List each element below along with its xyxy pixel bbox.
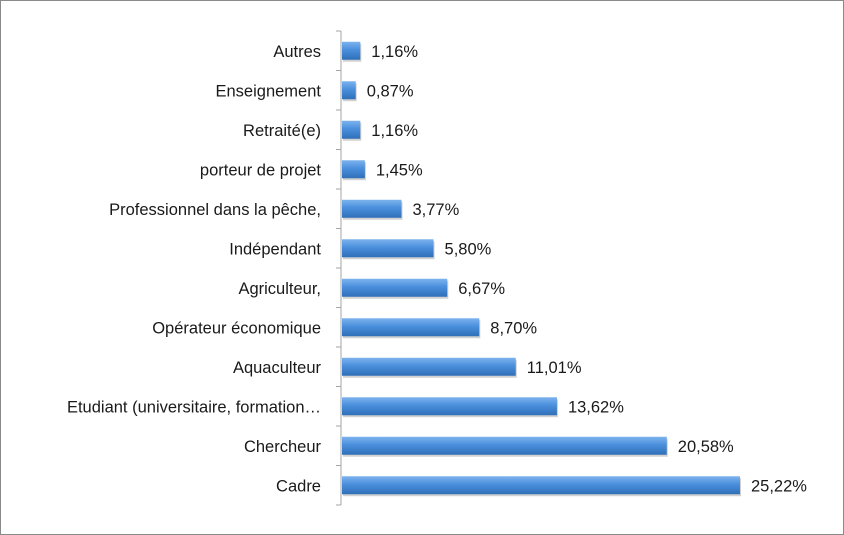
bar xyxy=(342,199,402,218)
category-label: porteur de projet xyxy=(200,161,321,179)
value-label: 25,22% xyxy=(751,477,807,495)
value-label: 5,80% xyxy=(445,240,492,258)
bar xyxy=(342,278,448,297)
value-label: 1,45% xyxy=(376,161,423,179)
category-label: Professionnel dans la pêche, xyxy=(109,201,321,219)
category-label: Etudiant (universitaire, formation… xyxy=(67,398,321,416)
value-label: 11,01% xyxy=(527,359,582,377)
category-label: Indépendant xyxy=(229,240,321,258)
bar xyxy=(342,160,365,179)
value-label: 8,70% xyxy=(490,319,537,337)
category-label: Aquaculteur xyxy=(233,359,322,377)
bar xyxy=(342,476,740,495)
bar xyxy=(342,318,480,337)
value-label: 1,16% xyxy=(371,122,418,140)
category-label: Enseignement xyxy=(216,82,322,100)
bar xyxy=(342,239,434,258)
bar xyxy=(342,397,557,416)
category-label: Chercheur xyxy=(244,438,322,456)
value-label: 20,58% xyxy=(678,438,734,456)
value-label: 1,16% xyxy=(371,43,418,61)
bar xyxy=(342,120,361,139)
category-label: Opérateur économique xyxy=(152,319,321,337)
value-label: 3,77% xyxy=(412,201,459,219)
value-label: 13,62% xyxy=(568,398,624,416)
category-label: Retraité(e) xyxy=(243,122,321,140)
bar xyxy=(342,41,361,60)
value-label: 6,67% xyxy=(458,280,505,298)
category-label: Autres xyxy=(273,43,321,61)
bar xyxy=(342,357,516,376)
category-label: Agriculteur, xyxy=(238,280,321,298)
value-label: 0,87% xyxy=(367,82,414,100)
bar xyxy=(342,436,667,455)
category-label: Cadre xyxy=(276,477,321,495)
bar xyxy=(342,81,356,100)
